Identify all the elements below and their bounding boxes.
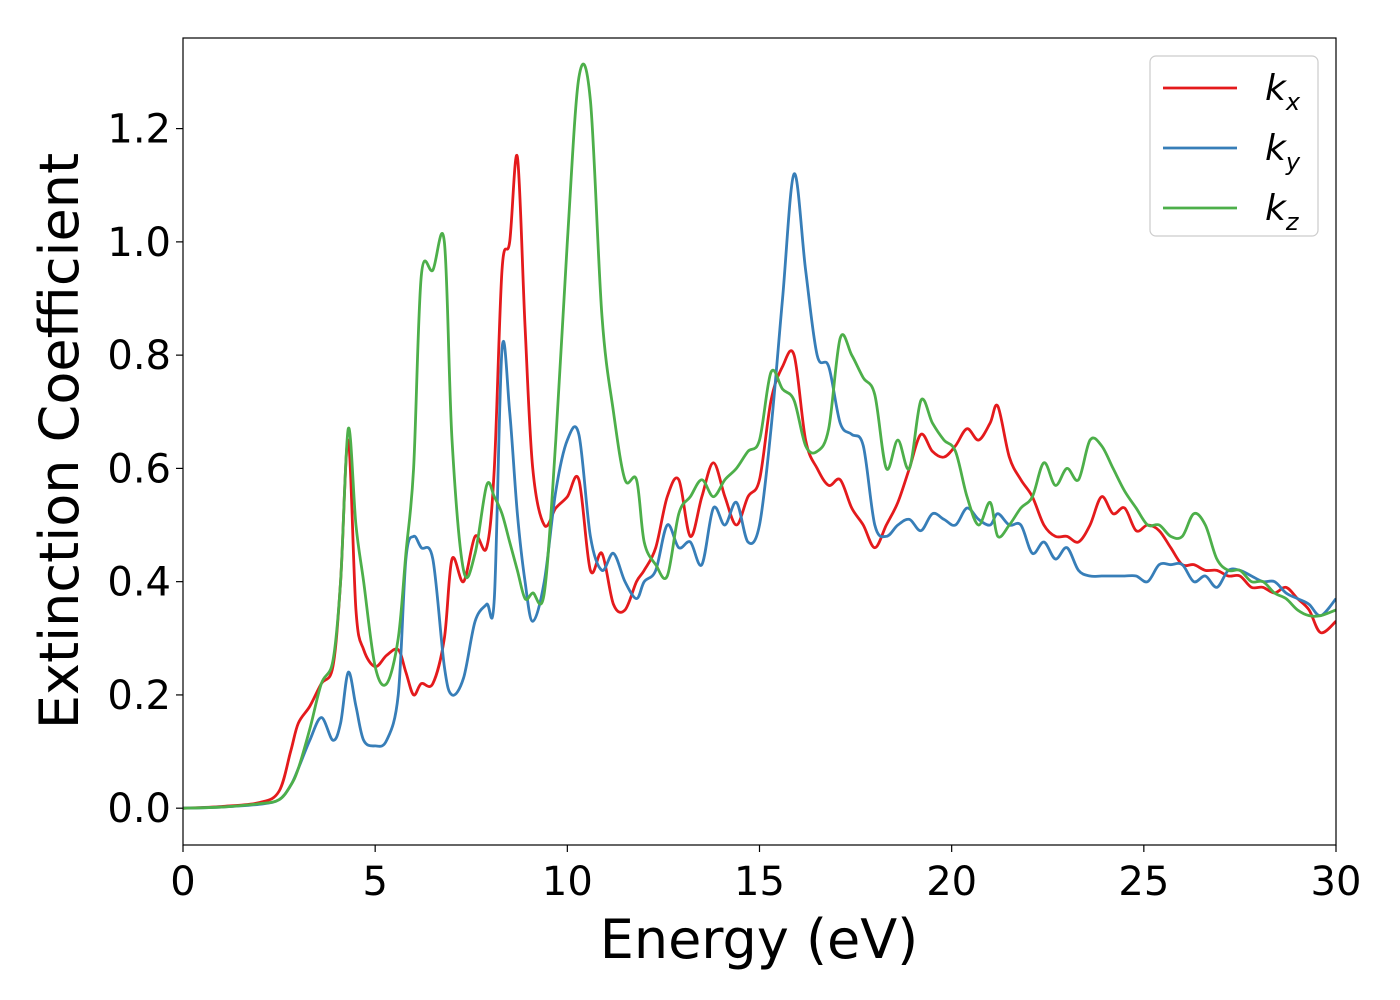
y-axis: 0.0 0.2 0.4 0.6 0.8 1.0 1.2 — [107, 107, 183, 832]
legend-label-subscript: y — [1285, 148, 1301, 176]
y-tick-label: 0.0 — [107, 786, 171, 832]
x-tick-label: 30 — [1311, 859, 1362, 905]
series-line-x — [183, 153, 1336, 810]
y-tick-label: 0.4 — [107, 560, 171, 606]
y-tick-label: 0.8 — [107, 333, 171, 379]
legend-label-subscript: z — [1285, 208, 1300, 236]
legend-label-base: k — [1265, 188, 1288, 229]
series-layer — [183, 62, 1336, 810]
legend-label-x: kx — [1265, 68, 1301, 116]
legend-box — [1149, 55, 1319, 237]
y-tick-label: 0.6 — [107, 446, 171, 492]
series-line-y — [183, 172, 1336, 810]
series-line-z — [183, 62, 1336, 810]
legend-label-z: kz — [1265, 188, 1300, 236]
legend-label-base: k — [1265, 128, 1288, 169]
x-tick-label: 20 — [926, 859, 977, 905]
legend-label-base: k — [1265, 68, 1288, 109]
y-tick-label: 1.0 — [107, 220, 171, 266]
legend-label-y: ky — [1265, 128, 1301, 176]
y-tick-label: 1.2 — [107, 107, 171, 153]
legend-label-subscript: x — [1285, 88, 1301, 116]
x-axis: 0 5 10 15 20 25 30 — [170, 845, 1361, 905]
x-tick-label: 15 — [734, 859, 785, 905]
x-axis-title: Energy (eV) — [600, 908, 919, 971]
y-axis-title: Extinction Coefficient — [28, 153, 91, 729]
x-tick-label: 0 — [170, 859, 195, 905]
y-tick-label: 0.2 — [107, 673, 171, 719]
x-tick-label: 10 — [542, 859, 593, 905]
x-tick-label: 25 — [1118, 859, 1169, 905]
x-tick-label: 5 — [362, 859, 387, 905]
